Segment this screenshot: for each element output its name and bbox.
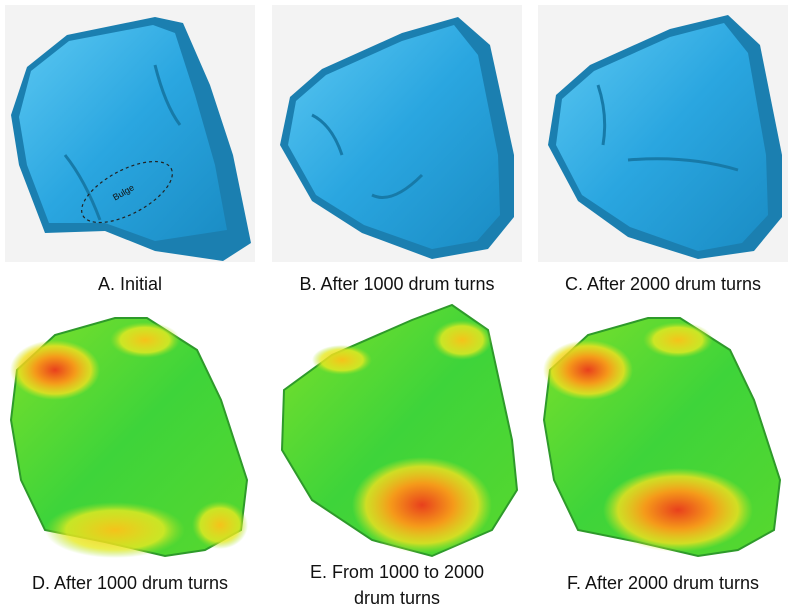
figure: Bulge A. Initial B. After 1000 drum turn… (0, 0, 793, 610)
heatmap-render (10, 318, 248, 558)
caption: E. From 1000 to 2000 drum turns (292, 559, 502, 610)
caption: F. After 2000 drum turns (533, 570, 793, 596)
caption: B. After 1000 drum turns (267, 271, 527, 297)
caption: C. After 2000 drum turns (533, 271, 793, 297)
figure-images: Bulge (0, 0, 793, 610)
caption: A. Initial (0, 271, 260, 297)
heatmap-render (282, 305, 517, 556)
caption: D. After 1000 drum turns (0, 570, 260, 596)
heatmap-render (543, 318, 780, 556)
